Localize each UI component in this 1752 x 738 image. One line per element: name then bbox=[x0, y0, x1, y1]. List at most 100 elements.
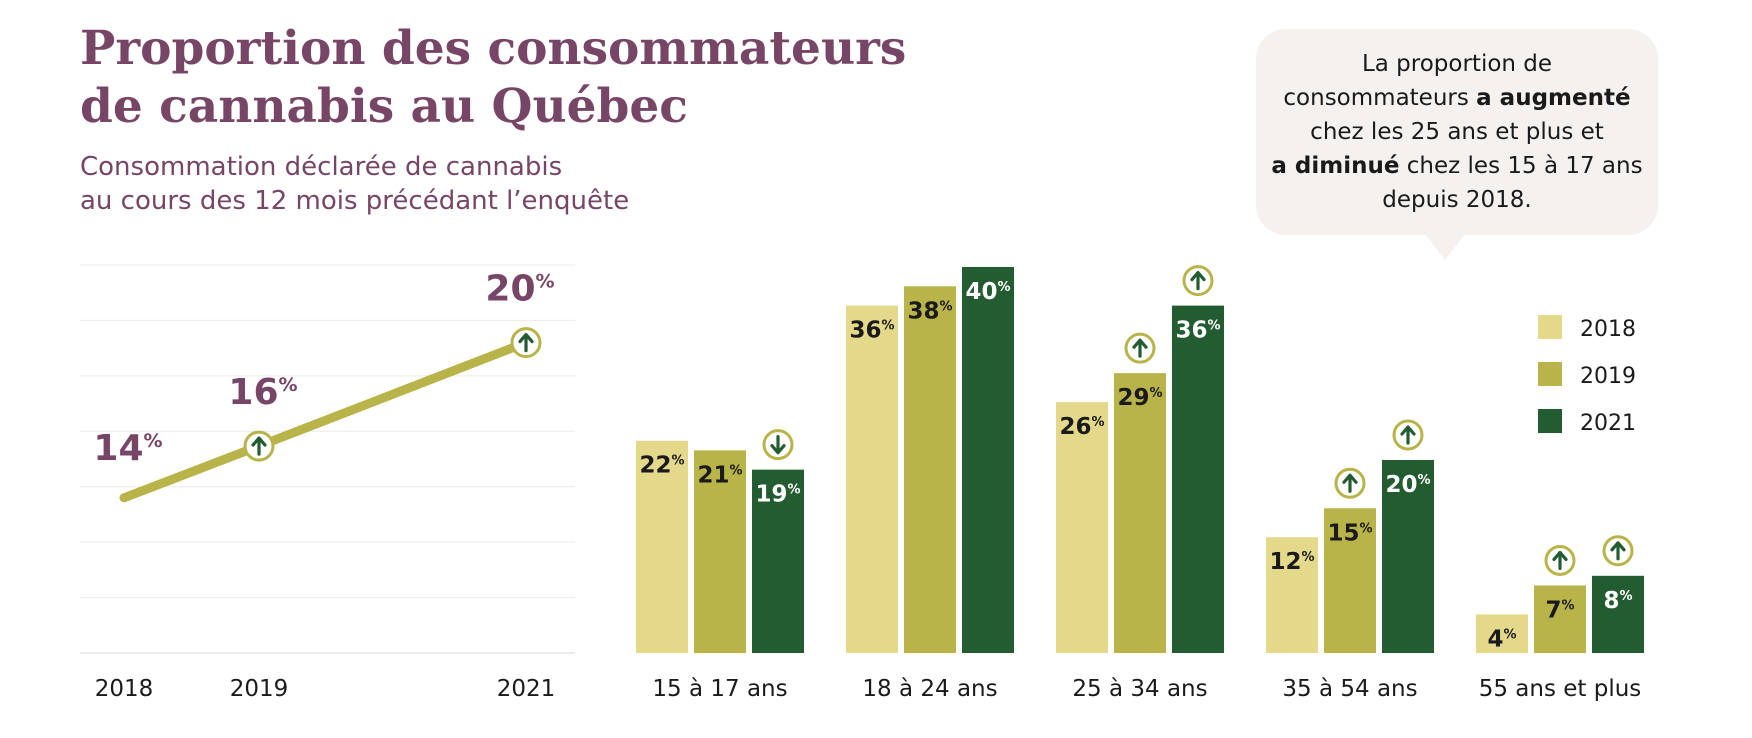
line-point-2021-unit: % bbox=[536, 271, 555, 293]
callout-line-3: chez les 25 ans et plus et bbox=[1310, 119, 1604, 145]
line-point-2019-trend-head bbox=[251, 436, 267, 447]
bar-3-2019-label: 15% bbox=[1327, 520, 1372, 546]
bar-1-2018-value: 36 bbox=[849, 318, 881, 344]
bar-3-2019-arrow-up-icon bbox=[1334, 467, 1366, 499]
category-label-2: 25 à 34 ans bbox=[1072, 676, 1207, 702]
bar-2-2021 bbox=[1172, 305, 1224, 653]
bar-4-2021-trend-head bbox=[1610, 541, 1626, 552]
bar-0-2018 bbox=[636, 440, 688, 653]
bar-0-2021-arrow-down-icon bbox=[762, 429, 794, 461]
bar-1-2018-unit: % bbox=[881, 319, 894, 334]
line-chart: 14% 2018 16% 2019 20% 2021 bbox=[93, 269, 555, 702]
callout-line-4-suffix: chez les 15 à 17 ans bbox=[1399, 153, 1643, 179]
bar-0-2019-unit: % bbox=[729, 463, 742, 478]
line-point-2021-value: 20 bbox=[485, 269, 535, 310]
title-line-1: Proportion des consommateurs bbox=[80, 21, 907, 76]
bar-0-2019 bbox=[694, 450, 746, 653]
page-title: Proportion des consommateurs de cannabis… bbox=[80, 20, 960, 136]
bar-0-2021 bbox=[752, 469, 804, 653]
x-tick-label-2021: 2021 bbox=[497, 676, 556, 702]
bar-1-2018-label: 36% bbox=[849, 318, 894, 344]
bar-3-2021 bbox=[1382, 460, 1434, 653]
bar-2-2021-trend-head bbox=[1190, 271, 1206, 282]
title-line-2: de cannabis au Québec bbox=[80, 79, 688, 134]
legend-label-2019: 2019 bbox=[1580, 364, 1636, 389]
bar-4-2021-label: 8% bbox=[1603, 588, 1632, 614]
subtitle-line-2: au cours des 12 mois précédant l’enquête bbox=[80, 186, 630, 216]
bar-2-2018 bbox=[1056, 402, 1108, 653]
bar-0-2021-value: 19 bbox=[755, 482, 787, 508]
bar-4-2021-value: 8 bbox=[1603, 588, 1619, 614]
bar-4-2018-label: 4% bbox=[1487, 626, 1516, 652]
bar-4-2019-trend-head bbox=[1552, 550, 1568, 562]
bar-4-2018-unit: % bbox=[1503, 627, 1516, 642]
page-subtitle: Consommation déclarée de cannabis au cou… bbox=[80, 150, 720, 218]
legend: 2018 2019 2021 bbox=[1538, 315, 1636, 436]
line-chart-grid bbox=[80, 264, 575, 654]
callout-bubble: La proportion de consommateurs a augment… bbox=[1256, 29, 1658, 235]
subtitle-line-1: Consommation déclarée de cannabis bbox=[80, 152, 563, 182]
bar-1-2021-label: 40% bbox=[965, 279, 1010, 305]
bar-1-2021-value: 40 bbox=[965, 279, 997, 305]
bar-3-2021-trend-head bbox=[1400, 425, 1416, 436]
bar-3-2021-label: 20% bbox=[1385, 472, 1430, 498]
bar-4-2018-value: 4 bbox=[1487, 626, 1503, 652]
bar-2-2019-arrow-up-icon bbox=[1124, 332, 1156, 364]
bar-3-2019-value: 15 bbox=[1327, 520, 1359, 546]
legend-swatch-2019 bbox=[1538, 362, 1562, 386]
bar-0-2021-unit: % bbox=[787, 483, 800, 498]
callout-line-5: depuis 2018. bbox=[1382, 187, 1532, 213]
legend-swatch-2018 bbox=[1538, 315, 1562, 339]
x-tick-label-2019: 2019 bbox=[230, 676, 289, 702]
bar-1-2019 bbox=[904, 286, 956, 653]
bar-2-2019-unit: % bbox=[1149, 386, 1162, 401]
bar-1-2018 bbox=[846, 305, 898, 653]
callout-line-2-prefix: consommateurs bbox=[1283, 85, 1477, 111]
line-point-2019-label: 16% bbox=[228, 372, 297, 413]
bar-2-2018-value: 26 bbox=[1059, 414, 1091, 440]
bar-2-2019-value: 29 bbox=[1117, 385, 1149, 411]
bar-2-2019-label: 29% bbox=[1117, 385, 1162, 411]
legend-label-2018: 2018 bbox=[1580, 317, 1636, 342]
bar-4-2019-arrow-up-icon bbox=[1544, 544, 1576, 576]
callout-increase-emphasis: a augmenté bbox=[1476, 85, 1631, 111]
bar-4-2021-arrow-up-icon bbox=[1602, 535, 1634, 567]
callout-line-4: a diminué chez les 15 à 17 ans bbox=[1270, 149, 1644, 183]
bar-1-2019-unit: % bbox=[939, 299, 952, 314]
bar-0-2018-label: 22% bbox=[639, 453, 684, 479]
category-label-1: 18 à 24 ans bbox=[862, 676, 997, 702]
bar-2-2019-trend-head bbox=[1132, 338, 1148, 349]
bar-3-2018 bbox=[1266, 537, 1318, 653]
callout-decrease-emphasis: a diminué bbox=[1271, 153, 1400, 179]
bar-0-2019-value: 21 bbox=[697, 462, 729, 488]
bar-3-2021-arrow-up-icon bbox=[1392, 419, 1424, 451]
bar-4-2018 bbox=[1476, 614, 1528, 653]
line-point-2019-arrow-up-icon bbox=[243, 430, 275, 462]
bar-2-2021-label: 36% bbox=[1175, 318, 1220, 344]
bar-4-2019 bbox=[1534, 585, 1586, 653]
category-label-0: 15 à 17 ans bbox=[652, 676, 787, 702]
bar-0-2018-value: 22 bbox=[639, 453, 671, 479]
bar-1-2021 bbox=[962, 267, 1014, 653]
bar-0-2019-label: 21% bbox=[697, 462, 742, 488]
callout-line-2: consommateurs a augmenté bbox=[1270, 81, 1644, 115]
bar-0-2021-trend-head bbox=[770, 444, 786, 455]
bar-2-2019 bbox=[1114, 373, 1166, 653]
callout-tail bbox=[1425, 234, 1465, 260]
bar-4-2021 bbox=[1592, 575, 1644, 653]
bar-4-2019-unit: % bbox=[1561, 598, 1574, 613]
bar-3-2018-label: 12% bbox=[1269, 549, 1314, 575]
callout-line-1: La proportion de bbox=[1361, 51, 1553, 77]
series-line bbox=[119, 338, 531, 503]
bar-2-2021-value: 36 bbox=[1175, 318, 1207, 344]
line-point-2021-arrow-up-icon bbox=[510, 327, 542, 359]
bar-3-2018-value: 12 bbox=[1269, 549, 1301, 575]
category-label-4: 55 ans et plus bbox=[1479, 676, 1642, 702]
bar-3-2019-unit: % bbox=[1359, 521, 1372, 536]
bar-3-2021-unit: % bbox=[1417, 473, 1430, 488]
line-point-2021-label: 20% bbox=[485, 269, 554, 310]
legend-label-2021: 2021 bbox=[1580, 411, 1636, 436]
line-point-2018-unit: % bbox=[144, 430, 163, 452]
